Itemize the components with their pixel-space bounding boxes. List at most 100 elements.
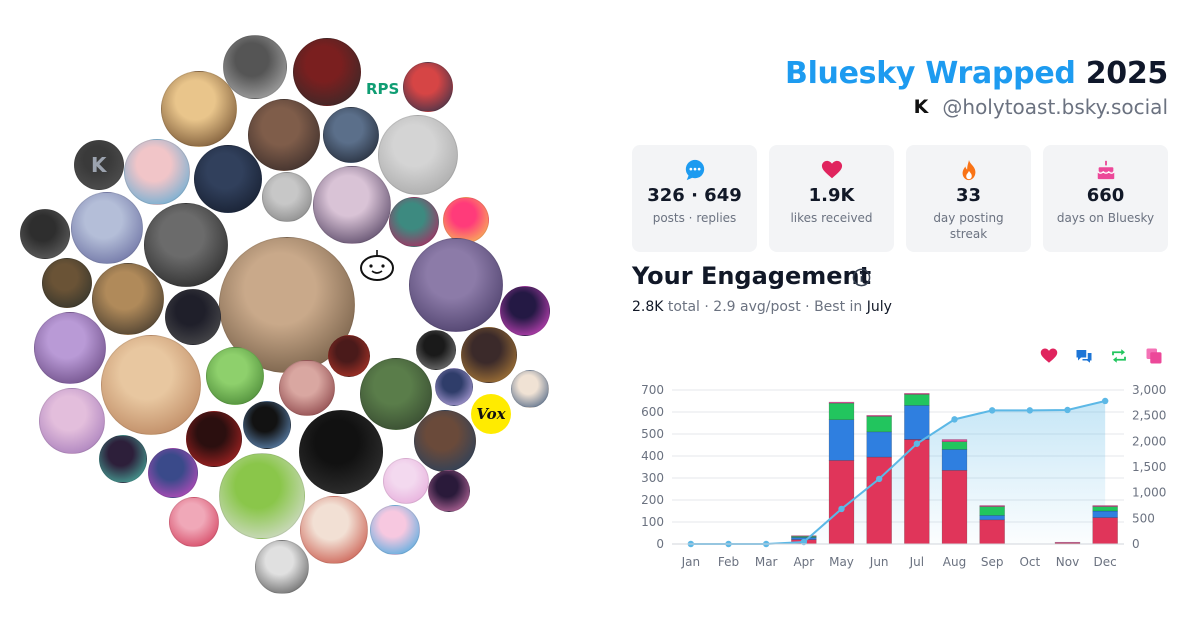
avatar[interactable] [71, 192, 143, 264]
bar-segment [1092, 517, 1118, 545]
stat-label: days on Bluesky [1056, 211, 1155, 225]
x-tick-label: Apr [793, 555, 814, 569]
fire-icon [962, 159, 975, 181]
avatar[interactable] [293, 38, 361, 106]
stat-label: posts · replies [652, 211, 737, 225]
avatar[interactable] [378, 115, 458, 195]
avatar[interactable] [389, 197, 439, 247]
x-tick-label: Nov [1056, 555, 1079, 569]
avatar[interactable] [206, 347, 264, 405]
bar-segment [979, 515, 1005, 521]
avatar[interactable] [500, 286, 550, 336]
avatar[interactable] [165, 289, 221, 345]
bar-segment [941, 449, 968, 471]
y-left-tick-label: 200 [641, 493, 664, 507]
avatar[interactable] [124, 139, 190, 205]
info-icon[interactable] [852, 268, 871, 287]
avatar[interactable] [383, 458, 429, 504]
quote-icon[interactable] [1145, 347, 1163, 365]
bar-segment [904, 405, 930, 440]
avatar[interactable] [194, 145, 262, 213]
y-left-tick-label: 700 [641, 383, 664, 397]
avatar[interactable] [20, 209, 70, 259]
x-tick-label: Oct [1019, 555, 1040, 569]
avatar[interactable] [403, 62, 453, 112]
bar-segment [904, 393, 930, 395]
avatar[interactable] [461, 327, 517, 383]
bar-segment [979, 519, 1005, 545]
avatar[interactable] [34, 312, 106, 384]
repost-icon[interactable] [1110, 347, 1128, 365]
best-month: July [866, 299, 892, 315]
y-right-tick-label: 2,000 [1132, 434, 1166, 448]
avatar[interactable] [243, 401, 291, 449]
avatar[interactable] [248, 99, 320, 171]
y-left-tick-label: 500 [641, 427, 664, 441]
avatar[interactable] [435, 368, 473, 406]
avatar[interactable] [313, 166, 391, 244]
avatar[interactable] [299, 410, 383, 494]
avatar[interactable] [409, 238, 503, 332]
avatar[interactable] [161, 71, 237, 147]
avatar[interactable] [443, 197, 489, 243]
y-left-tick-label: 400 [641, 449, 664, 463]
avg-label: avg/post [740, 299, 801, 315]
avatar[interactable] [370, 505, 420, 555]
avatar[interactable] [223, 35, 287, 99]
x-tick-label: Mar [755, 555, 778, 569]
heart-icon[interactable] [1040, 347, 1058, 365]
avatar[interactable] [186, 411, 242, 467]
avatar[interactable] [42, 258, 92, 308]
y-right-tick-label: 1,000 [1132, 486, 1166, 500]
stat-card-days: 660 days on Bluesky [1043, 145, 1168, 252]
avatar[interactable] [101, 335, 201, 435]
y-right-tick-label: 2,500 [1132, 409, 1166, 423]
avatar[interactable] [219, 453, 305, 539]
bar-segment [828, 419, 855, 461]
heart-icon [821, 160, 842, 179]
stat-card-likes: 1.9K likes received [769, 145, 894, 252]
vox-badge[interactable]: Vox [471, 394, 511, 434]
y-left-tick-label: 300 [641, 471, 664, 485]
total-label: total [667, 299, 700, 315]
avatar[interactable] [428, 470, 470, 512]
cumulative-point [913, 440, 921, 447]
avatar[interactable] [300, 496, 368, 564]
avatar[interactable] [511, 370, 549, 408]
best-label: Best in [814, 299, 863, 315]
bar-segment [904, 439, 930, 545]
avatar[interactable] [99, 435, 147, 483]
bar-segment [866, 431, 892, 458]
stat-card-streak: 33 day posting streak [906, 145, 1031, 252]
avatar[interactable] [92, 263, 164, 335]
avatar[interactable] [39, 388, 105, 454]
engagement-title: Your Engagement [632, 262, 872, 290]
title-year: 2025 [1085, 56, 1169, 91]
avatar[interactable] [328, 335, 370, 377]
avatar[interactable] [74, 140, 124, 190]
avatar[interactable] [416, 330, 456, 370]
avatar[interactable] [262, 172, 312, 222]
avatar[interactable] [148, 448, 198, 498]
avatar[interactable] [144, 203, 228, 287]
avatar[interactable] [360, 358, 432, 430]
bar-segment [1092, 505, 1118, 507]
avatar[interactable] [323, 107, 379, 163]
bar-segment [941, 470, 968, 545]
engagement-legend [1040, 347, 1163, 365]
y-left-tick-label: 100 [641, 515, 664, 529]
cumulative-point [1026, 407, 1034, 414]
cumulative-area [690, 400, 1106, 544]
bar-segment [979, 505, 1005, 507]
avatar[interactable] [414, 410, 476, 472]
vox-badge-text: Vox [476, 405, 506, 423]
reply-icon[interactable] [1075, 347, 1093, 365]
avatar[interactable] [169, 497, 219, 547]
separator: · [704, 299, 709, 315]
avatar[interactable] [255, 540, 309, 594]
user-handle[interactable]: @holytoast.bsky.social [942, 95, 1168, 119]
avatar[interactable] [279, 360, 335, 416]
bar-segment [866, 416, 892, 433]
stat-value: 326 · 649 [647, 185, 742, 206]
user-logo: K [913, 96, 929, 118]
